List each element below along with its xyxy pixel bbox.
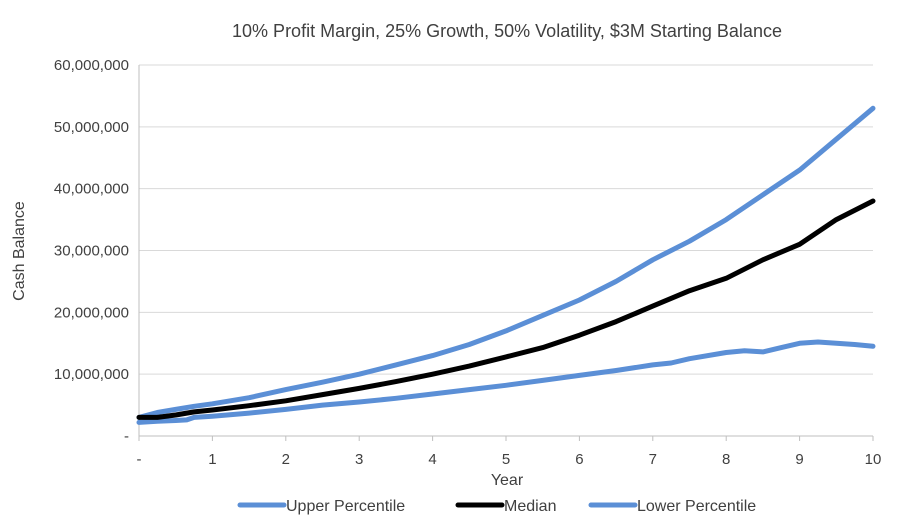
legend-label: Median <box>504 498 556 515</box>
y-axis-label: Cash Balance <box>11 201 28 301</box>
legend-label: Lower Percentile <box>637 498 756 515</box>
x-tick-label: 4 <box>428 451 436 468</box>
x-tick-label: 2 <box>282 451 290 468</box>
gridlines <box>138 64 873 437</box>
x-tick-label: 8 <box>722 451 730 468</box>
y-tick-label: 50,000,000 <box>54 119 129 136</box>
series-line-upper-percentile <box>136 105 876 420</box>
y-tick-label: 20,000,000 <box>54 304 129 321</box>
x-tick-label: 9 <box>795 451 803 468</box>
y-tick-label: 40,000,000 <box>54 181 129 198</box>
chart-title: 10% Profit Margin, 25% Growth, 50% Volat… <box>232 21 782 41</box>
y-tick-label: 60,000,000 <box>54 57 129 74</box>
y-tick-label: - <box>124 428 129 445</box>
x-tick-label: 7 <box>649 451 657 468</box>
x-tick-label: 5 <box>502 451 510 468</box>
x-tick-label: - <box>137 451 142 468</box>
series-line-median <box>136 198 876 420</box>
y-axis-ticks: - 10,000,000 20,000,000 30,000,000 40,000,00… <box>54 57 129 445</box>
series-line-lower-percentile <box>136 339 876 425</box>
legend: Upper Percentile Median Lower Percentile <box>237 498 756 515</box>
series-lines <box>136 105 876 425</box>
legend-label: Upper Percentile <box>286 498 405 515</box>
x-tick-label: 3 <box>355 451 363 468</box>
x-axis-ticks: - 1 2 3 4 5 6 7 8 9 10 <box>137 436 882 468</box>
x-axis-label: Year <box>491 472 524 489</box>
x-tick-label: 1 <box>208 451 216 468</box>
y-tick-label: 10,000,000 <box>54 366 129 383</box>
y-tick-label: 30,000,000 <box>54 243 129 260</box>
x-tick-label: 6 <box>575 451 583 468</box>
x-tick-label: 10 <box>865 451 882 468</box>
